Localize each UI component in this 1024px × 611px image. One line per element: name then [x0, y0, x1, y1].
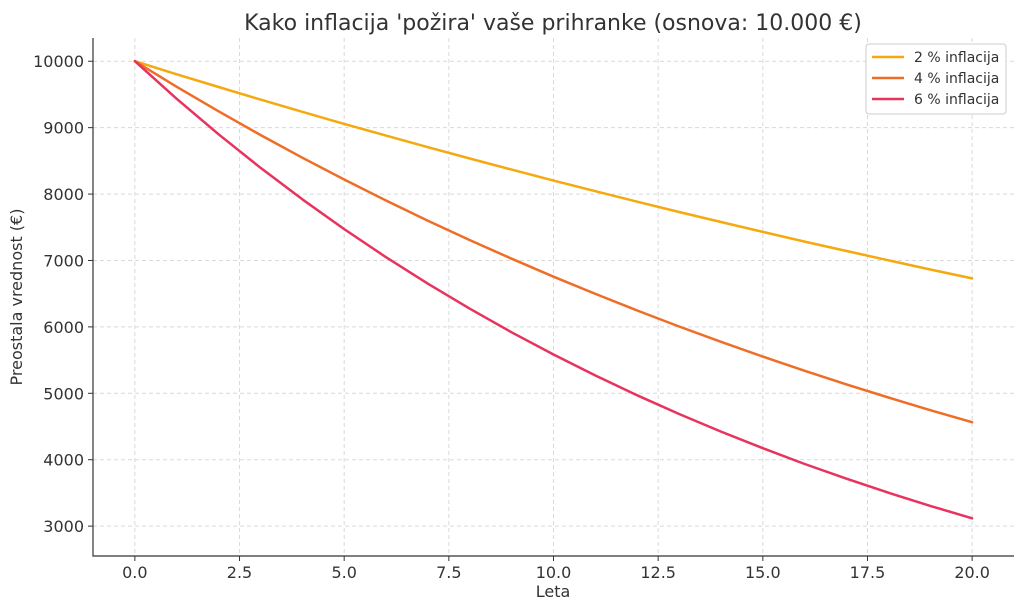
y-tick-label: 9000 [43, 119, 84, 138]
x-tick-label: 10.0 [536, 563, 572, 582]
x-tick-label: 17.5 [850, 563, 886, 582]
x-axis-ticks: 0.0 2.5 5.0 7.5 10.0 12.5 15.0 17.5 20.0 [122, 556, 990, 582]
series-line-1 [133, 59, 974, 280]
y-axis-label: Preostala vrednost (€) [7, 209, 26, 386]
x-tick-label: 12.5 [640, 563, 676, 582]
grid [93, 38, 1014, 556]
series-line-3 [133, 59, 974, 520]
legend-label-3: 6 % inflacija [914, 92, 999, 108]
series-line-2 [133, 59, 974, 424]
x-tick-label: 0.0 [122, 563, 147, 582]
legend-label-1: 2 % inflacija [914, 50, 999, 66]
x-tick-label: 7.5 [436, 563, 461, 582]
x-tick-label: 5.0 [331, 563, 356, 582]
y-tick-label: 4000 [43, 451, 84, 470]
x-axis-label: Leta [536, 582, 571, 601]
y-axis-ticks: 3000 4000 5000 6000 7000 8000 9000 10000 [33, 52, 93, 536]
y-tick-label: 5000 [43, 384, 84, 403]
series-lines [133, 59, 974, 520]
chart-title: Kako inflacija 'požira' vaše prihranke (… [244, 11, 862, 36]
y-tick-label: 7000 [43, 251, 84, 270]
y-tick-label: 6000 [43, 318, 84, 337]
legend: 2 % inflacija 4 % inflacija 6 % inflacija [865, 43, 1007, 115]
legend-frame [865, 43, 1007, 115]
x-tick-label: 20.0 [954, 563, 990, 582]
y-tick-label: 8000 [43, 185, 84, 204]
x-tick-label: 2.5 [227, 563, 252, 582]
y-tick-label: 10000 [33, 52, 84, 71]
x-tick-label: 15.0 [745, 563, 781, 582]
axes-spine [92, 38, 1014, 557]
legend-label-2: 4 % inflacija [914, 71, 999, 87]
y-tick-label: 3000 [43, 517, 84, 536]
